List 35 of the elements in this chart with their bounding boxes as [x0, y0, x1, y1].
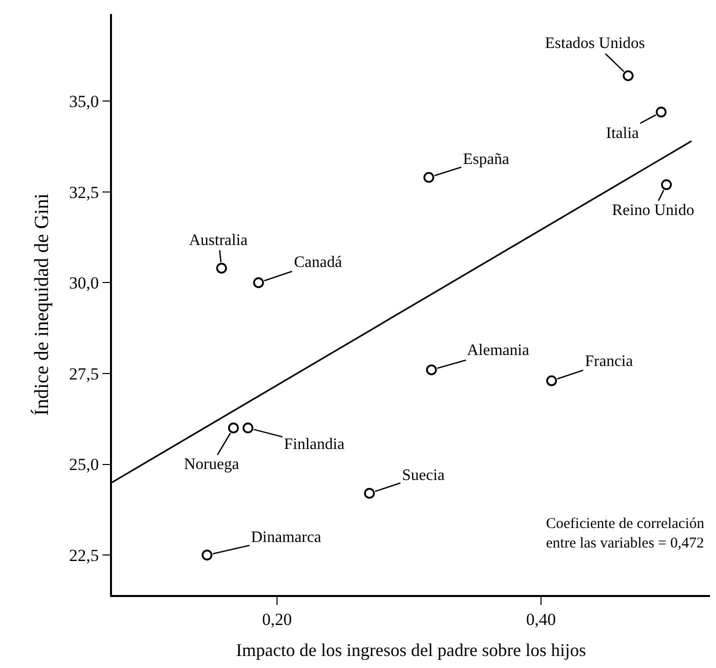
annotation: Canadá	[294, 254, 342, 271]
y-tick-label: 32,5	[69, 182, 99, 202]
y-tick-label: 35,0	[69, 92, 99, 112]
y-axis-title: Índice de inequidad de Gini	[30, 192, 54, 416]
annotation: Australia	[189, 232, 248, 249]
y-tick-label: 30,0	[69, 274, 99, 293]
point	[228, 422, 239, 434]
point	[253, 277, 264, 288]
y-tick-label: 25,0	[69, 455, 99, 474]
annotation: Noruega	[184, 456, 240, 473]
annotation: Suecia	[402, 467, 445, 484]
point	[364, 488, 375, 499]
annotation: Italia	[606, 125, 639, 142]
annotation: España	[463, 151, 510, 168]
annotation: Dinamarca	[251, 529, 322, 546]
point	[423, 172, 434, 183]
annotation: Estados Unidos	[545, 35, 645, 52]
point	[216, 262, 227, 274]
x-axis-title: Impacto de los ingresos del padre sobre los hijos	[236, 640, 586, 660]
point	[546, 375, 557, 386]
point	[202, 550, 212, 560]
y-tick-label: 27,5	[69, 364, 99, 384]
point	[661, 179, 672, 190]
annotation: Reino Unido	[612, 202, 694, 219]
x-tick-label: 0,40	[526, 610, 556, 630]
annotation: Finlandia	[284, 436, 344, 453]
x-tick-label: 0,20	[262, 610, 292, 630]
annotation: Francia	[585, 353, 633, 370]
point	[656, 106, 667, 118]
point	[426, 364, 437, 376]
point	[242, 422, 254, 434]
point	[622, 70, 634, 82]
annotation: Alemania	[467, 342, 530, 359]
y-tick-label: 22,5	[69, 546, 99, 566]
annotation: Coeficiente de correlación entre las variables = 0,472	[546, 516, 705, 552]
